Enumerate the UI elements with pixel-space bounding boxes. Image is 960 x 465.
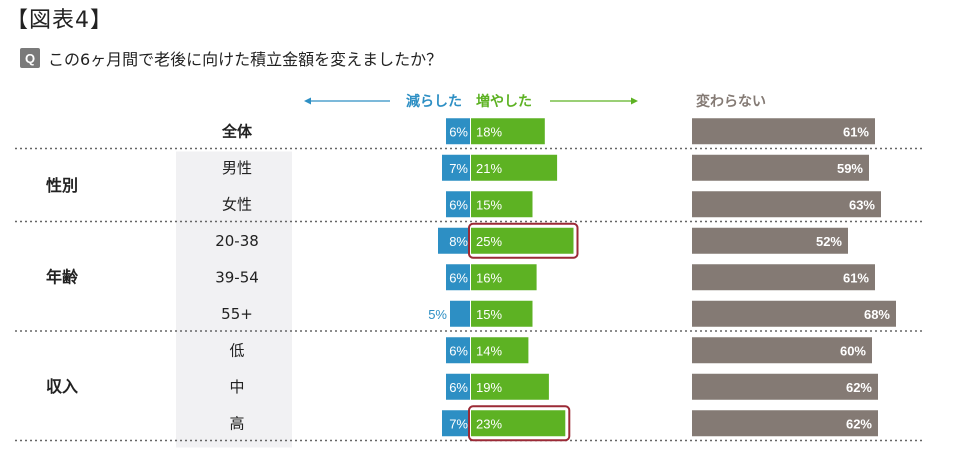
category-label: 女性	[222, 195, 252, 213]
group-label: 性別	[46, 176, 78, 195]
group-label: 年齢	[46, 267, 79, 286]
bar-decrease-label: 6%	[449, 270, 468, 285]
bar-unchanged	[692, 337, 872, 364]
bar-unchanged-label: 63%	[849, 197, 875, 212]
bar-unchanged	[692, 118, 875, 145]
bar-increase	[471, 191, 533, 218]
bar-unchanged-label: 61%	[843, 270, 869, 285]
bar-unchanged-label: 52%	[816, 234, 842, 249]
bar-unchanged-label: 62%	[846, 380, 872, 395]
category-label: 39-54	[215, 268, 259, 286]
bar-decrease	[446, 264, 470, 291]
bar-decrease	[446, 373, 470, 400]
bar-increase	[471, 264, 537, 291]
bar-increase-label: 15%	[476, 307, 502, 322]
question: Q この6ヶ月間で老後に向けた積立金額を変えましたか？	[20, 46, 442, 70]
bar-unchanged	[692, 191, 881, 218]
question-text: この6ヶ月間で老後に向けた積立金額を変えましたか？	[48, 50, 443, 69]
bar-decrease	[446, 191, 470, 218]
category-label: 男性	[222, 159, 252, 177]
bar-increase-label: 23%	[476, 416, 502, 431]
legend-decrease-label: 減らした	[406, 93, 462, 110]
bar-unchanged	[692, 154, 869, 181]
bar-unchanged-label: 68%	[864, 307, 890, 322]
bar-unchanged	[692, 264, 875, 291]
bar-decrease	[446, 337, 470, 364]
bar-increase-label: 25%	[476, 234, 502, 249]
label-column-shade	[176, 151, 292, 448]
group-label: 収入	[46, 377, 78, 396]
highlight-frame	[468, 222, 579, 259]
category-label: 中	[229, 378, 244, 396]
question-badge-label: Q	[24, 50, 36, 66]
bar-decrease-label: 6%	[449, 124, 468, 139]
bar-increase-label: 15%	[476, 197, 502, 212]
category-label: 低	[229, 341, 244, 359]
legend-increase-label: 増やした	[476, 93, 532, 110]
bar-unchanged-label: 60%	[840, 343, 866, 358]
category-label: 55+	[221, 305, 253, 323]
bar-unchanged	[692, 227, 848, 254]
bar-unchanged-label: 59%	[837, 161, 863, 176]
bar-decrease-label: 6%	[449, 343, 468, 358]
legend-increase-arrowhead	[631, 97, 638, 105]
bar-unchanged-label: 62%	[846, 416, 872, 431]
bar-increase	[471, 410, 566, 437]
bar-increase-label: 14%	[476, 343, 502, 358]
bar-unchanged-label: 61%	[843, 124, 869, 139]
legend-unchanged-label: 変わらない	[696, 93, 766, 110]
bar-increase	[471, 154, 558, 181]
bar-decrease	[438, 227, 470, 254]
bar-increase-label: 18%	[476, 124, 502, 139]
bar-decrease-label: 8%	[449, 234, 468, 249]
bar-decrease-label: 6%	[449, 380, 468, 395]
bar-increase	[471, 300, 533, 327]
bar-decrease-label: 7%	[449, 161, 468, 176]
bar-increase-label: 19%	[476, 380, 502, 395]
figure-title: 【図表4】	[6, 8, 113, 33]
bar-increase	[471, 227, 574, 254]
bar-decrease	[442, 410, 470, 437]
bar-decrease-label: 7%	[449, 416, 468, 431]
category-label: 20-38	[215, 232, 259, 250]
bar-increase	[471, 373, 549, 400]
bar-decrease	[446, 118, 470, 145]
bar-unchanged	[692, 300, 896, 327]
bar-increase-label: 16%	[476, 270, 502, 285]
category-label: 高	[229, 414, 244, 432]
category-label: 全体	[221, 122, 253, 140]
highlight-frame	[468, 405, 571, 442]
bar-increase	[471, 118, 545, 145]
bar-increase	[471, 337, 529, 364]
question-badge: Q	[20, 48, 40, 68]
bar-decrease-label: 5%	[428, 307, 447, 322]
bar-decrease	[442, 154, 470, 181]
bar-unchanged	[692, 373, 878, 400]
bar-increase-label: 21%	[476, 161, 502, 176]
bar-unchanged	[692, 410, 878, 437]
legend-decrease-arrowhead	[304, 97, 311, 105]
bar-decrease-label: 6%	[449, 197, 468, 212]
bar-decrease	[450, 300, 470, 327]
